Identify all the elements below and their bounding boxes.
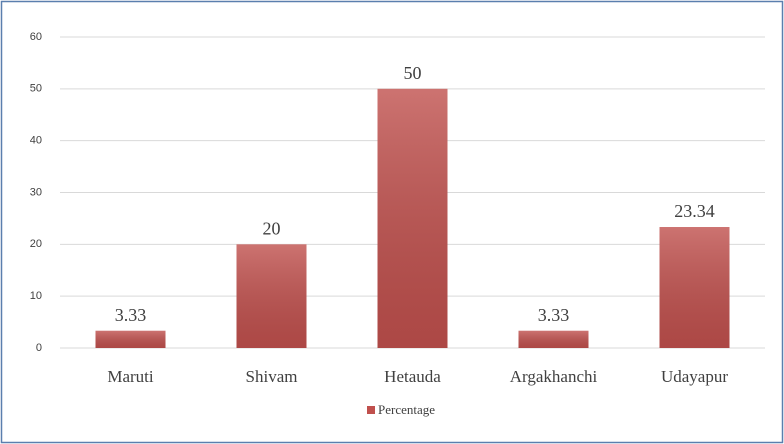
x-tick-label: Hetauda xyxy=(384,367,441,386)
data-label: 50 xyxy=(404,63,422,83)
y-tick-label: 60 xyxy=(30,31,42,43)
legend-swatch xyxy=(367,406,375,414)
bar-shade xyxy=(518,330,589,348)
bar-shade xyxy=(659,227,730,348)
bar-shade xyxy=(377,88,448,348)
x-tick-label: Udayapur xyxy=(661,367,728,386)
y-tick-label: 10 xyxy=(30,290,42,302)
data-label: 3.33 xyxy=(538,305,570,325)
y-tick-label: 20 xyxy=(30,238,42,250)
y-tick-label: 40 xyxy=(30,135,42,147)
x-tick-label: Maruti xyxy=(107,367,154,386)
bar-shade xyxy=(236,244,307,348)
data-label: 3.33 xyxy=(115,305,147,325)
y-tick-label: 30 xyxy=(30,186,42,198)
y-tick-label: 0 xyxy=(36,342,42,354)
data-label: 20 xyxy=(263,218,281,238)
data-label: 23.34 xyxy=(674,201,715,221)
legend-label: Percentage xyxy=(378,402,435,417)
x-tick-label: Shivam xyxy=(246,367,298,386)
x-tick-label: Argakhanchi xyxy=(510,367,598,386)
y-tick-label: 50 xyxy=(30,83,42,95)
bar-shade xyxy=(95,330,166,348)
